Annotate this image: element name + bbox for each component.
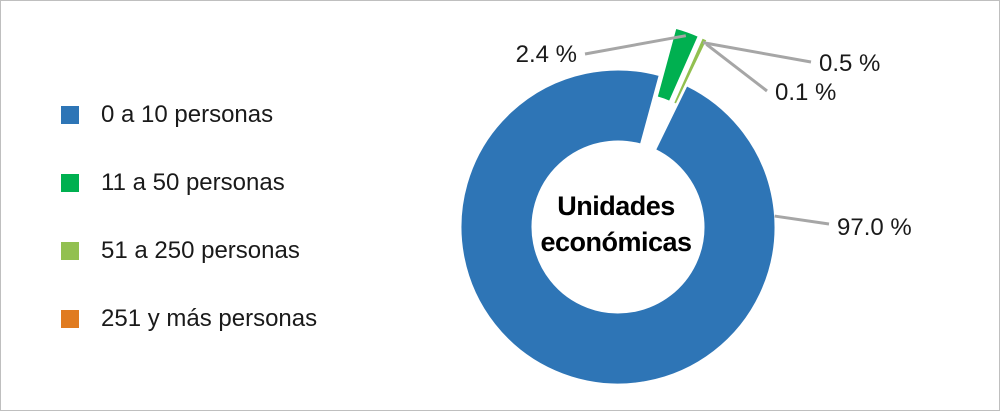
slice-11-a-50 bbox=[656, 27, 699, 102]
leader-line-251-y-mas bbox=[705, 43, 768, 93]
data-label-11-a-50: 2.4 % bbox=[516, 41, 577, 68]
leader-line-11-a-50 bbox=[584, 34, 687, 56]
leader-line-0-a-10 bbox=[774, 214, 830, 226]
legend-swatch-11-a-50 bbox=[61, 174, 79, 192]
legend-item-51-a-250: 51 a 250 personas bbox=[61, 234, 317, 268]
legend-label-51-a-250: 51 a 250 personas bbox=[101, 237, 300, 264]
center-label-line-1: Unidades bbox=[557, 191, 675, 221]
legend-item-251-y-mas: 251 y más personas bbox=[61, 302, 317, 336]
legend-item-0-a-10: 0 a 10 personas bbox=[61, 98, 317, 132]
legend-label-11-a-50: 11 a 50 personas bbox=[101, 169, 285, 196]
legend-swatch-251-y-mas bbox=[61, 310, 79, 328]
leader-line-51-a-250 bbox=[702, 41, 812, 64]
data-label-251-y-mas: 0.1 % bbox=[775, 79, 836, 106]
slice-51-a-250 bbox=[673, 37, 708, 105]
center-label-line-2: económicas bbox=[540, 227, 691, 257]
legend-label-0-a-10: 0 a 10 personas bbox=[101, 101, 274, 128]
data-label-51-a-250: 0.5 % bbox=[819, 50, 880, 77]
slice-0-a-10 bbox=[460, 69, 776, 385]
legend-item-11-a-50: 11 a 50 personas bbox=[61, 166, 317, 200]
legend: 0 a 10 personas 11 a 50 personas 51 a 25… bbox=[61, 98, 317, 370]
slice-251-y-mas bbox=[676, 39, 710, 106]
legend-label-251-y-mas: 251 y más personas bbox=[101, 305, 318, 332]
legend-swatch-0-a-10 bbox=[61, 106, 79, 124]
legend-swatch-51-a-250 bbox=[61, 242, 79, 260]
data-label-0-a-10: 97.0 % bbox=[837, 214, 912, 241]
